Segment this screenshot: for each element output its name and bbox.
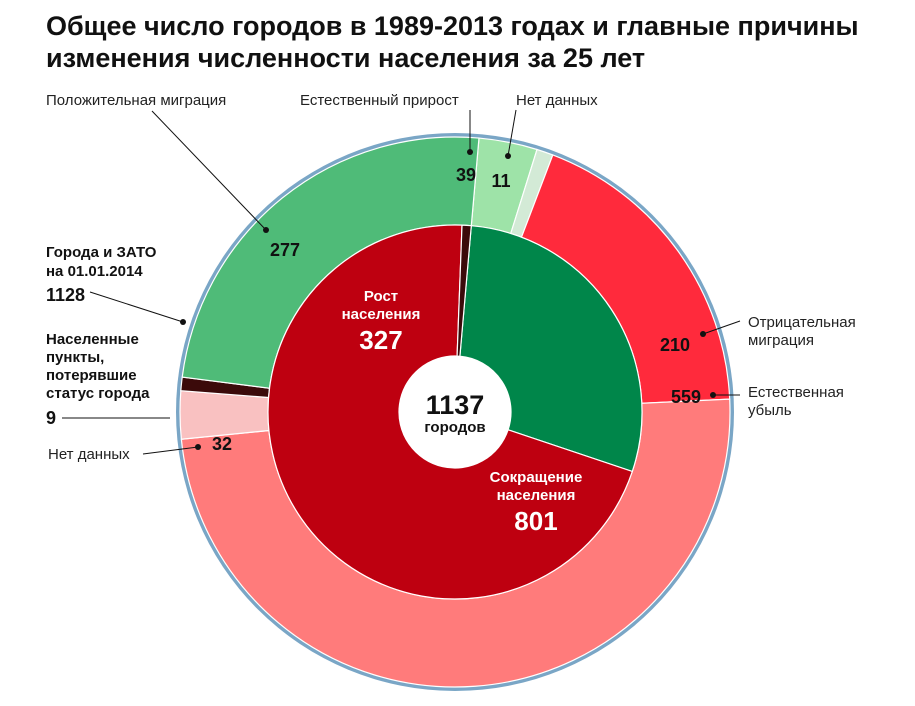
- label-natural-growth: Естественный прирост: [300, 92, 459, 109]
- outer-value-natural-growth: 39: [456, 165, 476, 185]
- label-lost-status-value: 9: [46, 408, 56, 428]
- label-no-data-top: Нет данных: [516, 92, 598, 109]
- label-lost-status-line1: Населенные: [46, 331, 139, 348]
- center-total-label: городов: [424, 419, 485, 436]
- label-lost-status-line2: пункты,: [46, 349, 104, 366]
- inner-label-decline-line2: населения: [497, 487, 576, 504]
- outer-value-negative-migration: 210: [660, 335, 690, 355]
- outer-value-positive-migration: 277: [270, 240, 300, 260]
- outer-slice-4: [179, 390, 270, 440]
- outer-value-natural-decline: 559: [671, 387, 701, 407]
- inner-label-decline-line1: Сокращение: [490, 469, 583, 486]
- label-cities-zato-value: 1128: [46, 285, 85, 305]
- inner-value-growth: 327: [359, 325, 402, 355]
- outer-value-no-data-top: 11: [491, 171, 510, 191]
- label-lost-status-line3: потерявшие: [46, 367, 137, 384]
- label-positive-migration: Положительная миграция: [46, 92, 226, 109]
- outer-value-no-data-left: 32: [212, 434, 232, 454]
- label-cities-zato-line1: Города и ЗАТО: [46, 244, 157, 261]
- outer-ring: [179, 136, 731, 688]
- label-natural-decline-line1: Естественная: [748, 384, 844, 401]
- label-no-data-left: Нет данных: [48, 446, 130, 463]
- inner-label-growth-line2: населения: [342, 306, 421, 323]
- label-lost-status-line4: статус города: [46, 385, 150, 402]
- inner-value-decline: 801: [514, 506, 557, 536]
- label-negative-migration-line2: миграция: [748, 332, 814, 349]
- label-negative-migration-line1: Отрицательная: [748, 314, 856, 331]
- center-total-value: 1137: [426, 390, 485, 420]
- label-natural-decline-line2: убыль: [748, 402, 792, 419]
- chart-title: Общее число городов в 1989-2013 годах и …: [46, 11, 859, 73]
- label-cities-zato-line2: на 01.01.2014: [46, 263, 143, 280]
- inner-label-growth-line1: Рост: [364, 288, 398, 305]
- center-hole: [399, 356, 511, 468]
